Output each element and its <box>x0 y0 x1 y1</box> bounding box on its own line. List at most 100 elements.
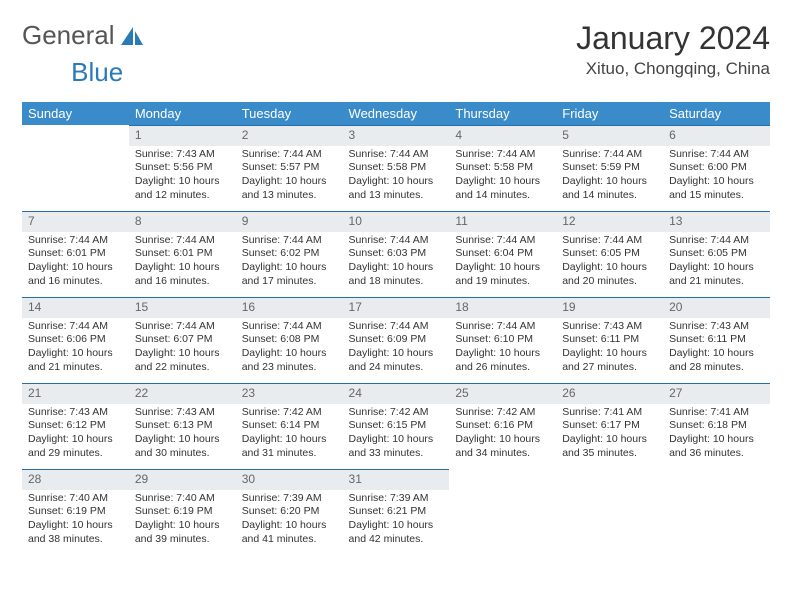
daylight-text: and 13 minutes. <box>349 189 444 203</box>
sunset-text: Sunset: 6:05 PM <box>669 247 764 261</box>
day-number: 27 <box>663 383 770 404</box>
sunrise-text: Sunrise: 7:44 AM <box>455 234 550 248</box>
day-content: Sunrise: 7:44 AMSunset: 6:02 PMDaylight:… <box>236 232 343 295</box>
sunset-text: Sunset: 6:01 PM <box>28 247 123 261</box>
sunrise-text: Sunrise: 7:44 AM <box>562 148 657 162</box>
calendar-week-row: 21Sunrise: 7:43 AMSunset: 6:12 PMDayligh… <box>22 383 770 469</box>
calendar-day-cell: 16Sunrise: 7:44 AMSunset: 6:08 PMDayligh… <box>236 297 343 383</box>
day-number: 18 <box>449 297 556 318</box>
day-content: Sunrise: 7:44 AMSunset: 6:00 PMDaylight:… <box>663 146 770 209</box>
daylight-text: and 17 minutes. <box>242 275 337 289</box>
daylight-text: and 34 minutes. <box>455 447 550 461</box>
sunset-text: Sunset: 5:59 PM <box>562 161 657 175</box>
calendar-day-cell: 9Sunrise: 7:44 AMSunset: 6:02 PMDaylight… <box>236 211 343 297</box>
daylight-text: Daylight: 10 hours <box>669 261 764 275</box>
daylight-text: Daylight: 10 hours <box>349 347 444 361</box>
daylight-text: and 39 minutes. <box>135 533 230 547</box>
calendar-day-cell: 8Sunrise: 7:44 AMSunset: 6:01 PMDaylight… <box>129 211 236 297</box>
day-content: Sunrise: 7:44 AMSunset: 5:58 PMDaylight:… <box>449 146 556 209</box>
day-content: Sunrise: 7:42 AMSunset: 6:14 PMDaylight:… <box>236 404 343 467</box>
sunset-text: Sunset: 5:58 PM <box>349 161 444 175</box>
daylight-text: and 24 minutes. <box>349 361 444 375</box>
sunset-text: Sunset: 6:12 PM <box>28 419 123 433</box>
daylight-text: and 29 minutes. <box>28 447 123 461</box>
day-content: Sunrise: 7:43 AMSunset: 5:56 PMDaylight:… <box>129 146 236 209</box>
day-number: 16 <box>236 297 343 318</box>
calendar-week-row: 14Sunrise: 7:44 AMSunset: 6:06 PMDayligh… <box>22 297 770 383</box>
weekday-header: Sunday <box>22 102 129 125</box>
day-number: 22 <box>129 383 236 404</box>
calendar-day-cell: 2Sunrise: 7:44 AMSunset: 5:57 PMDaylight… <box>236 125 343 211</box>
daylight-text: and 14 minutes. <box>455 189 550 203</box>
calendar-day-cell: 20Sunrise: 7:43 AMSunset: 6:11 PMDayligh… <box>663 297 770 383</box>
daylight-text: and 20 minutes. <box>562 275 657 289</box>
day-content: Sunrise: 7:40 AMSunset: 6:19 PMDaylight:… <box>129 490 236 553</box>
sunrise-text: Sunrise: 7:42 AM <box>242 406 337 420</box>
daylight-text: Daylight: 10 hours <box>455 175 550 189</box>
weekday-header: Thursday <box>449 102 556 125</box>
calendar-day-cell: 3Sunrise: 7:44 AMSunset: 5:58 PMDaylight… <box>343 125 450 211</box>
day-number: 25 <box>449 383 556 404</box>
title-block: January 2024 Xituo, Chongqing, China <box>576 20 770 79</box>
daylight-text: and 36 minutes. <box>669 447 764 461</box>
calendar-day-cell: 21Sunrise: 7:43 AMSunset: 6:12 PMDayligh… <box>22 383 129 469</box>
brand-part2: Blue <box>71 57 123 88</box>
daylight-text: and 13 minutes. <box>242 189 337 203</box>
sunset-text: Sunset: 6:01 PM <box>135 247 230 261</box>
day-number: 10 <box>343 211 450 232</box>
calendar-day-cell: 11Sunrise: 7:44 AMSunset: 6:04 PMDayligh… <box>449 211 556 297</box>
sunrise-text: Sunrise: 7:44 AM <box>28 320 123 334</box>
calendar-day-cell: . <box>556 469 663 555</box>
daylight-text: Daylight: 10 hours <box>28 433 123 447</box>
day-number: 9 <box>236 211 343 232</box>
weekday-header: Friday <box>556 102 663 125</box>
sunset-text: Sunset: 5:56 PM <box>135 161 230 175</box>
daylight-text: and 30 minutes. <box>135 447 230 461</box>
day-number: 15 <box>129 297 236 318</box>
sunset-text: Sunset: 6:11 PM <box>669 333 764 347</box>
calendar-day-cell: 30Sunrise: 7:39 AMSunset: 6:20 PMDayligh… <box>236 469 343 555</box>
daylight-text: and 19 minutes. <box>455 275 550 289</box>
weekday-header: Wednesday <box>343 102 450 125</box>
daylight-text: Daylight: 10 hours <box>562 433 657 447</box>
calendar-day-cell: 26Sunrise: 7:41 AMSunset: 6:17 PMDayligh… <box>556 383 663 469</box>
day-content: Sunrise: 7:41 AMSunset: 6:18 PMDaylight:… <box>663 404 770 467</box>
weekday-header: Saturday <box>663 102 770 125</box>
calendar-day-cell: . <box>449 469 556 555</box>
weekday-header: Monday <box>129 102 236 125</box>
day-content: Sunrise: 7:44 AMSunset: 6:03 PMDaylight:… <box>343 232 450 295</box>
daylight-text: Daylight: 10 hours <box>562 347 657 361</box>
daylight-text: Daylight: 10 hours <box>349 433 444 447</box>
calendar-day-cell: 19Sunrise: 7:43 AMSunset: 6:11 PMDayligh… <box>556 297 663 383</box>
day-content: Sunrise: 7:44 AMSunset: 5:59 PMDaylight:… <box>556 146 663 209</box>
daylight-text: and 38 minutes. <box>28 533 123 547</box>
sunrise-text: Sunrise: 7:44 AM <box>455 148 550 162</box>
day-content: Sunrise: 7:44 AMSunset: 6:05 PMDaylight:… <box>663 232 770 295</box>
daylight-text: and 18 minutes. <box>349 275 444 289</box>
daylight-text: and 16 minutes. <box>28 275 123 289</box>
sunset-text: Sunset: 6:18 PM <box>669 419 764 433</box>
sunset-text: Sunset: 6:09 PM <box>349 333 444 347</box>
sunset-text: Sunset: 5:58 PM <box>455 161 550 175</box>
daylight-text: and 22 minutes. <box>135 361 230 375</box>
daylight-text: and 41 minutes. <box>242 533 337 547</box>
daylight-text: Daylight: 10 hours <box>242 433 337 447</box>
sunrise-text: Sunrise: 7:44 AM <box>562 234 657 248</box>
calendar-week-row: 7Sunrise: 7:44 AMSunset: 6:01 PMDaylight… <box>22 211 770 297</box>
sunset-text: Sunset: 6:15 PM <box>349 419 444 433</box>
brand-logo: General <box>22 20 145 51</box>
daylight-text: Daylight: 10 hours <box>455 433 550 447</box>
day-number: 30 <box>236 469 343 490</box>
daylight-text: and 28 minutes. <box>669 361 764 375</box>
day-number: 24 <box>343 383 450 404</box>
sunrise-text: Sunrise: 7:44 AM <box>242 320 337 334</box>
sunrise-text: Sunrise: 7:44 AM <box>669 234 764 248</box>
day-number: 4 <box>449 125 556 146</box>
day-number: 31 <box>343 469 450 490</box>
sunset-text: Sunset: 6:00 PM <box>669 161 764 175</box>
sunset-text: Sunset: 6:19 PM <box>135 505 230 519</box>
calendar-day-cell: 25Sunrise: 7:42 AMSunset: 6:16 PMDayligh… <box>449 383 556 469</box>
daylight-text: Daylight: 10 hours <box>135 347 230 361</box>
day-content: Sunrise: 7:44 AMSunset: 6:01 PMDaylight:… <box>22 232 129 295</box>
sunrise-text: Sunrise: 7:43 AM <box>562 320 657 334</box>
